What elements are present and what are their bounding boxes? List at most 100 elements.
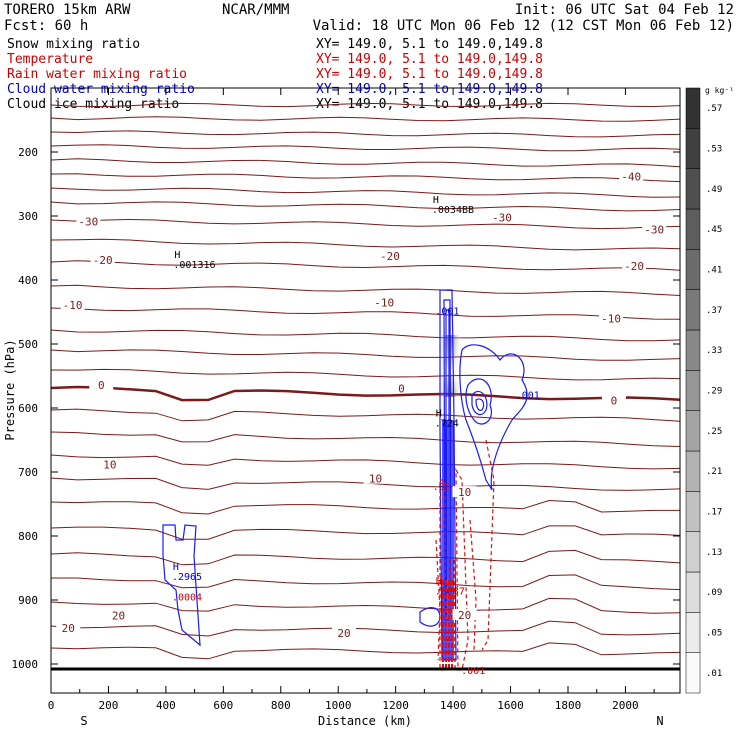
legend-field-xy: XY= 149.0, 5.1 to 149.0,149.8	[316, 37, 543, 52]
colorbar-tick-label: .17	[706, 508, 722, 518]
legend-field-xy: XY= 149.0, 5.1 to 149.0,149.8	[316, 52, 543, 67]
isotherm-label: 20	[62, 622, 75, 635]
isotherm-label: -10	[63, 299, 83, 312]
isotherm-label-bg	[76, 215, 101, 227]
legend-field-name: Rain water mixing ratio	[7, 67, 187, 82]
y-tick-label: 200	[18, 146, 38, 159]
cloud-contour	[439, 289, 457, 661]
isotherm-label-bg	[331, 626, 356, 638]
isotherm-label-bg	[619, 170, 644, 182]
legend-field-xy: XY= 149.0, 5.1 to 149.0,149.8	[316, 82, 543, 97]
isotherm-label-bg	[56, 621, 81, 633]
colorbar-cell	[685, 289, 701, 331]
x-tick-label: 1000	[325, 699, 352, 712]
high-marker: H	[436, 577, 442, 588]
marker-value: .0034BB	[432, 205, 474, 216]
isotherm-line	[51, 284, 680, 296]
colorbar-tick-label: .25	[706, 427, 722, 437]
legend-field-name: Cloud ice mixing ratio	[7, 97, 179, 112]
isotherm-line	[51, 116, 680, 122]
isotherm-label-bg	[601, 394, 626, 406]
isotherm-line	[51, 218, 680, 230]
isotherm-label: 10	[458, 486, 471, 499]
init-time: Init: 06 UTC Sat 04 Feb 12	[515, 2, 734, 18]
isotherm-label-bg	[60, 299, 85, 311]
isotherm-label-bg	[452, 609, 477, 620]
model-title: TORERO 15km ARW	[4, 2, 131, 18]
isotherm-line	[51, 130, 680, 138]
colorbar-tick-label: .29	[706, 387, 722, 397]
valid-time: Valid: 18 UTC Mon 06 Feb 12 (12 CST Mon …	[313, 18, 734, 34]
colorbar-cell	[685, 450, 701, 492]
x-tick-label: 800	[271, 699, 291, 712]
x-tick-label: 200	[99, 699, 119, 712]
isotherm-line	[51, 260, 680, 271]
contour-value-label: .001	[435, 307, 459, 318]
x-tick-label: 400	[156, 699, 176, 712]
x-tick-label: 600	[213, 699, 233, 712]
forecast-hour: Fcst: 60 h	[4, 18, 88, 34]
isotherm-label: -30	[644, 224, 664, 237]
isotherm-label: 10	[103, 459, 116, 472]
isotherm-label-bg	[599, 312, 624, 324]
isotherm-label-bg	[389, 382, 414, 394]
marker-value: .724	[435, 418, 459, 429]
legend-field-name: Temperature	[7, 52, 93, 67]
y-tick-label: 900	[18, 594, 38, 607]
isotherm-label-bg	[97, 458, 122, 470]
colorbar-cell	[685, 249, 701, 290]
cloud-contour	[465, 378, 492, 425]
colorbar-cell	[685, 208, 701, 250]
isotherm-label: 20	[458, 609, 471, 622]
legend-field-xy: XY= 149.0, 5.1 to 149.0,149.8	[316, 97, 543, 112]
rain-contour	[469, 519, 477, 651]
isotherm-label: -10	[374, 297, 394, 310]
isotherm-label-bg	[377, 249, 402, 261]
high-marker: H	[174, 250, 180, 261]
rain-contour	[481, 439, 495, 651]
isotherm-line	[51, 201, 680, 212]
high-marker: H	[436, 408, 442, 419]
contour-value-label: .001	[461, 666, 485, 677]
colorbar-cell	[685, 329, 701, 371]
colorbar-tick-label: .21	[706, 467, 722, 477]
isotherm-label: -20	[93, 254, 113, 267]
plot-frame	[50, 87, 681, 694]
high-marker: H	[173, 562, 179, 573]
legend-field-name: Cloud water mixing ratio	[7, 82, 195, 97]
colorbar-cell	[685, 370, 701, 411]
isotherm-line	[51, 349, 680, 361]
isotherm-line	[51, 102, 680, 108]
isotherm-line	[51, 144, 680, 152]
y-tick-label: 400	[18, 274, 38, 287]
x-tick-label: 1600	[497, 699, 524, 712]
isotherm-label-bg	[489, 211, 514, 223]
cloud-contour	[459, 344, 528, 491]
y-tick-label: 800	[18, 530, 38, 543]
isotherm-line	[51, 431, 680, 447]
isotherm-label-bg	[622, 260, 647, 272]
isotherm-label-bg	[89, 379, 114, 391]
field-legend: Snow mixing ratio XY= 149.0, 5.1 to 149.0…	[7, 37, 543, 112]
cloud-contour	[419, 607, 441, 627]
isotherm-line	[51, 454, 680, 470]
isotherm-label-bg	[372, 296, 397, 308]
isotherm-line	[51, 642, 680, 660]
colorbar-tick-label: .45	[706, 225, 722, 235]
isotherm-label: -10	[601, 313, 621, 326]
center-label: NCAR/MMM	[222, 2, 289, 18]
isotherm-line	[51, 620, 680, 637]
colorbar-cell	[685, 87, 701, 129]
colorbar-tick-label: .01	[706, 669, 722, 679]
contour-value-label: .001	[516, 390, 540, 401]
isotherm-line	[51, 158, 680, 168]
isotherm-label: -30	[78, 215, 98, 228]
marker-value: .001316	[173, 260, 215, 271]
legend-field-xy: XY= 149.0, 5.1 to 149.0,149.8	[316, 67, 543, 82]
cloud-contour	[471, 390, 488, 416]
x-tick-label: 0	[48, 699, 55, 712]
isotherm-label-bg	[452, 486, 477, 498]
isotherm-line	[51, 329, 680, 342]
colorbar-tick-label: .53	[706, 145, 722, 155]
